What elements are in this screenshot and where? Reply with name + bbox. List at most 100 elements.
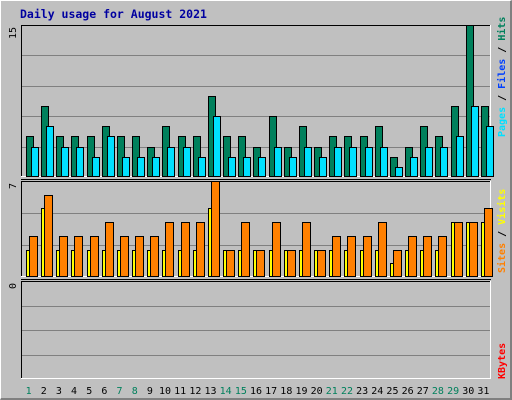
legend-top: Pages / Files / Hits <box>496 17 508 137</box>
legend-item: Pages <box>497 107 508 137</box>
legend-middle: Sites / Visits <box>496 189 508 273</box>
bar-files <box>213 116 221 177</box>
legend-separator: / <box>497 225 508 243</box>
x-axis-day-labels: 1 2 3 4 5 6 7 8 9 10 11 12 13 14 15 16 17 18 19 20 21 22 23 24 2… <box>26 386 490 397</box>
x-tick-label: 13 <box>204 386 216 397</box>
bar-files <box>349 147 357 177</box>
x-tick-label: 23 <box>356 386 368 397</box>
x-tick-label: 1 <box>26 386 32 397</box>
x-tick-label: 17 <box>265 386 277 397</box>
bar-sites <box>332 236 341 277</box>
bar-files <box>243 157 251 177</box>
bar-files <box>228 157 236 177</box>
legend-separator: / <box>497 89 508 107</box>
bar-files <box>258 157 266 177</box>
x-tick-label: 18 <box>280 386 292 397</box>
bar-files <box>471 106 479 177</box>
bar-sites <box>120 236 129 277</box>
bar-sites <box>29 236 38 277</box>
x-tick-label: 26 <box>402 386 414 397</box>
bar-files <box>137 157 145 177</box>
bar-sites <box>90 236 99 277</box>
x-tick-label: 12 <box>189 386 201 397</box>
panel-bottom: 0 <box>8 281 491 379</box>
series-hits-files <box>26 25 494 177</box>
bar-files <box>183 147 191 177</box>
bar-files <box>198 157 206 177</box>
y-axis-max-label: 0 <box>8 283 19 289</box>
bar-sites <box>438 236 447 277</box>
bar-files <box>289 157 297 177</box>
x-tick-label: 30 <box>462 386 474 397</box>
x-tick-label: 11 <box>174 386 186 397</box>
bar-hits <box>132 136 140 177</box>
bar-files <box>46 126 54 177</box>
bar-hits <box>87 136 95 177</box>
bar-sites <box>469 222 478 277</box>
bar-sites <box>393 250 402 277</box>
bar-sites <box>74 236 83 277</box>
bar-sites <box>363 236 372 277</box>
chart-title: Daily usage for August 2021 <box>20 7 207 21</box>
x-tick-label: 4 <box>71 386 77 397</box>
bar-files <box>76 147 84 177</box>
bar-hits <box>117 136 125 177</box>
bar-sites <box>287 250 296 277</box>
bar-sites <box>105 222 114 277</box>
bar-sites <box>408 236 417 277</box>
bar-files <box>486 126 494 177</box>
legend-item: Hits <box>496 17 508 41</box>
bar-files <box>61 147 69 177</box>
bar-files <box>107 136 115 177</box>
x-tick-label: 19 <box>295 386 307 397</box>
x-tick-label: 3 <box>56 386 62 397</box>
bar-files <box>425 147 433 177</box>
x-tick-label: 20 <box>311 386 323 397</box>
bar-files <box>167 147 175 177</box>
bar-files <box>92 157 100 177</box>
bar-sites <box>150 236 159 277</box>
x-tick-label: 24 <box>371 386 383 397</box>
x-tick-label: 28 <box>432 386 444 397</box>
bar-sites <box>256 250 265 277</box>
bar-sites <box>241 222 250 277</box>
legend-item: Sites <box>496 243 508 273</box>
bar-sites <box>196 222 205 277</box>
legend-separator: / <box>497 41 508 59</box>
x-tick-label: 29 <box>447 386 459 397</box>
x-tick-label: 2 <box>41 386 47 397</box>
bar-sites <box>59 236 68 277</box>
y-axis-max-label: 7 <box>8 183 19 189</box>
x-tick-label: 25 <box>386 386 398 397</box>
bar-sites <box>226 250 235 277</box>
bar-files <box>410 157 418 177</box>
bar-sites <box>347 236 356 277</box>
bar-sites <box>211 181 220 277</box>
x-tick-label: 21 <box>326 386 338 397</box>
x-tick-label: 15 <box>235 386 247 397</box>
bar-sites <box>317 250 326 277</box>
bar-sites <box>484 208 493 277</box>
legend-item: Files <box>496 59 508 89</box>
bar-sites <box>454 222 463 277</box>
bar-files <box>304 147 312 177</box>
bar-hits <box>238 136 246 177</box>
bar-files <box>440 147 448 177</box>
bar-sites <box>44 195 53 277</box>
series-visits-sites <box>26 181 493 277</box>
bar-files <box>319 157 327 177</box>
x-tick-label: 14 <box>220 386 232 397</box>
bar-sites <box>378 222 387 277</box>
x-tick-label: 6 <box>101 386 107 397</box>
bar-files <box>274 147 282 177</box>
legend-item: Visits <box>496 189 508 225</box>
bar-hits <box>466 25 474 177</box>
x-tick-label: 5 <box>86 386 92 397</box>
x-tick-label: 9 <box>147 386 153 397</box>
x-tick-label: 16 <box>250 386 262 397</box>
x-tick-label: 8 <box>132 386 138 397</box>
x-tick-label: 31 <box>477 386 489 397</box>
x-tick-label: 27 <box>417 386 429 397</box>
bar-sites <box>302 222 311 277</box>
